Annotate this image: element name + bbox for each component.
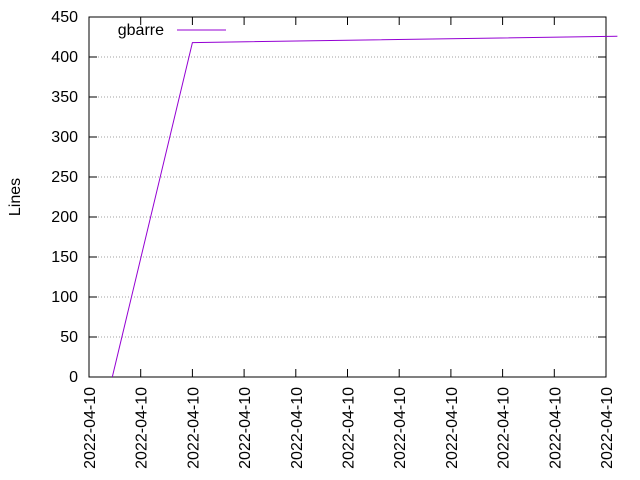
y-tick-label: 250 <box>51 169 78 186</box>
x-axis: 2022-04-10 2022-04-10 2022-04-10 2022-04-10… <box>82 17 616 469</box>
y-tick-label: 150 <box>51 249 78 266</box>
x-tick-label: 2022-04-10 <box>599 387 616 469</box>
x-tick-label: 2022-04-10 <box>134 387 151 469</box>
x-tick-label: 2022-04-10 <box>444 387 461 469</box>
x-tick-label: 2022-04-10 <box>496 387 513 469</box>
legend-label: gbarre <box>118 22 164 39</box>
x-tick-label: 2022-04-10 <box>392 387 409 469</box>
y-axis-label: Lines <box>7 178 24 216</box>
x-tick-label: 2022-04-10 <box>289 387 306 469</box>
y-tick-label: 300 <box>51 129 78 146</box>
y-tick-label: 400 <box>51 49 78 66</box>
y-tick-label: 0 <box>69 369 78 386</box>
x-tick-label: 2022-04-10 <box>547 387 564 469</box>
legend: gbarre <box>118 22 226 39</box>
x-tick-label: 2022-04-10 <box>82 387 99 469</box>
x-tick-label: 2022-04-10 <box>237 387 254 469</box>
series-line-gbarre <box>111 35 618 378</box>
grid-lines <box>89 56 606 338</box>
x-tick-label: 2022-04-10 <box>341 387 358 469</box>
y-tick-label: 50 <box>60 329 78 346</box>
series-group <box>111 35 618 378</box>
y-axis: 0 50 100 150 200 250 300 350 400 450 <box>51 9 606 386</box>
x-tick-label: 2022-04-10 <box>185 387 202 469</box>
y-tick-label: 200 <box>51 209 78 226</box>
y-tick-label: 350 <box>51 89 78 106</box>
plot-frame <box>88 16 607 378</box>
y-tick-label: 100 <box>51 289 78 306</box>
y-tick-label: 450 <box>51 9 78 26</box>
